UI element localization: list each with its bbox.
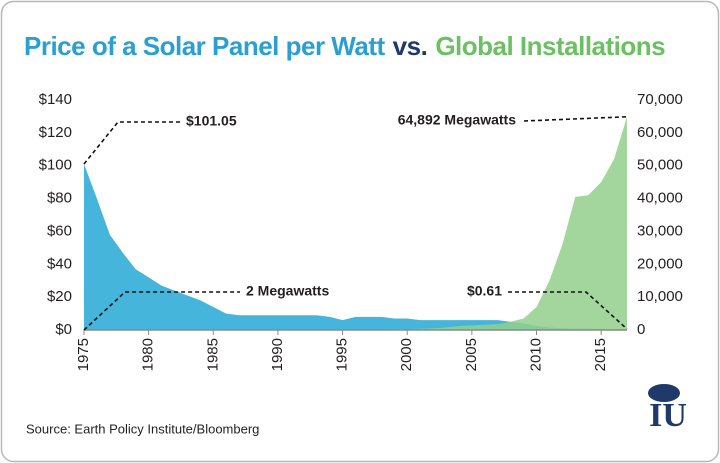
y2-tick-label: 10,000 bbox=[637, 288, 683, 305]
logo: IU bbox=[648, 384, 687, 434]
x-tick-label: 1995 bbox=[334, 338, 351, 371]
x-tick-label: 1990 bbox=[269, 338, 286, 371]
annotation: $101.05 bbox=[186, 113, 237, 129]
y-tick-label: $0 bbox=[55, 321, 72, 338]
y2-tick-label: 0 bbox=[637, 321, 645, 338]
y2-tick-label: 70,000 bbox=[637, 91, 683, 108]
x-tick-label: 2000 bbox=[398, 338, 415, 371]
title-connector: vs. bbox=[393, 31, 428, 61]
x-tick-label: 1975 bbox=[75, 338, 92, 371]
leader-line bbox=[523, 115, 628, 122]
y2-tick-label: 50,000 bbox=[637, 157, 683, 174]
x-tick-label: 2010 bbox=[527, 338, 544, 371]
annotation: $0.61 bbox=[467, 283, 502, 299]
y-tick-label: $100 bbox=[39, 157, 72, 174]
x-tick-label: 1980 bbox=[140, 338, 157, 371]
area bbox=[84, 163, 627, 330]
x-tick-label: 2005 bbox=[463, 338, 480, 371]
y2-tick-label: 20,000 bbox=[637, 255, 683, 272]
title-right: Global Installations bbox=[435, 31, 665, 61]
title-left: Price of a Solar Panel per Watt bbox=[24, 31, 385, 61]
source: Source: Earth Policy Institute/Bloomberg bbox=[26, 421, 259, 436]
x-tick-label: 2015 bbox=[592, 338, 609, 371]
y2-tick-label: 40,000 bbox=[637, 190, 683, 207]
logo-icon bbox=[648, 384, 680, 402]
chart-title: Price of a Solar Panel per Watt vs. Global… bbox=[24, 31, 665, 61]
y-tick-label: $80 bbox=[47, 190, 72, 207]
x-tick-label: 1985 bbox=[204, 338, 221, 371]
annotation: 64,892 Megawatts bbox=[398, 112, 516, 128]
y2-tick-label: 30,000 bbox=[637, 222, 683, 239]
annotation: 2 Megawatts bbox=[246, 283, 329, 299]
y-tick-label: $120 bbox=[39, 124, 72, 141]
y2-tick-label: 60,000 bbox=[637, 124, 683, 141]
area bbox=[84, 116, 627, 330]
leader-line bbox=[508, 291, 628, 330]
y-tick-label: $140 bbox=[39, 91, 72, 108]
y-tick-label: $40 bbox=[47, 255, 72, 272]
y-tick-label: $60 bbox=[47, 222, 72, 239]
y-tick-label: $20 bbox=[47, 288, 72, 305]
logo-text: IU bbox=[649, 397, 687, 434]
